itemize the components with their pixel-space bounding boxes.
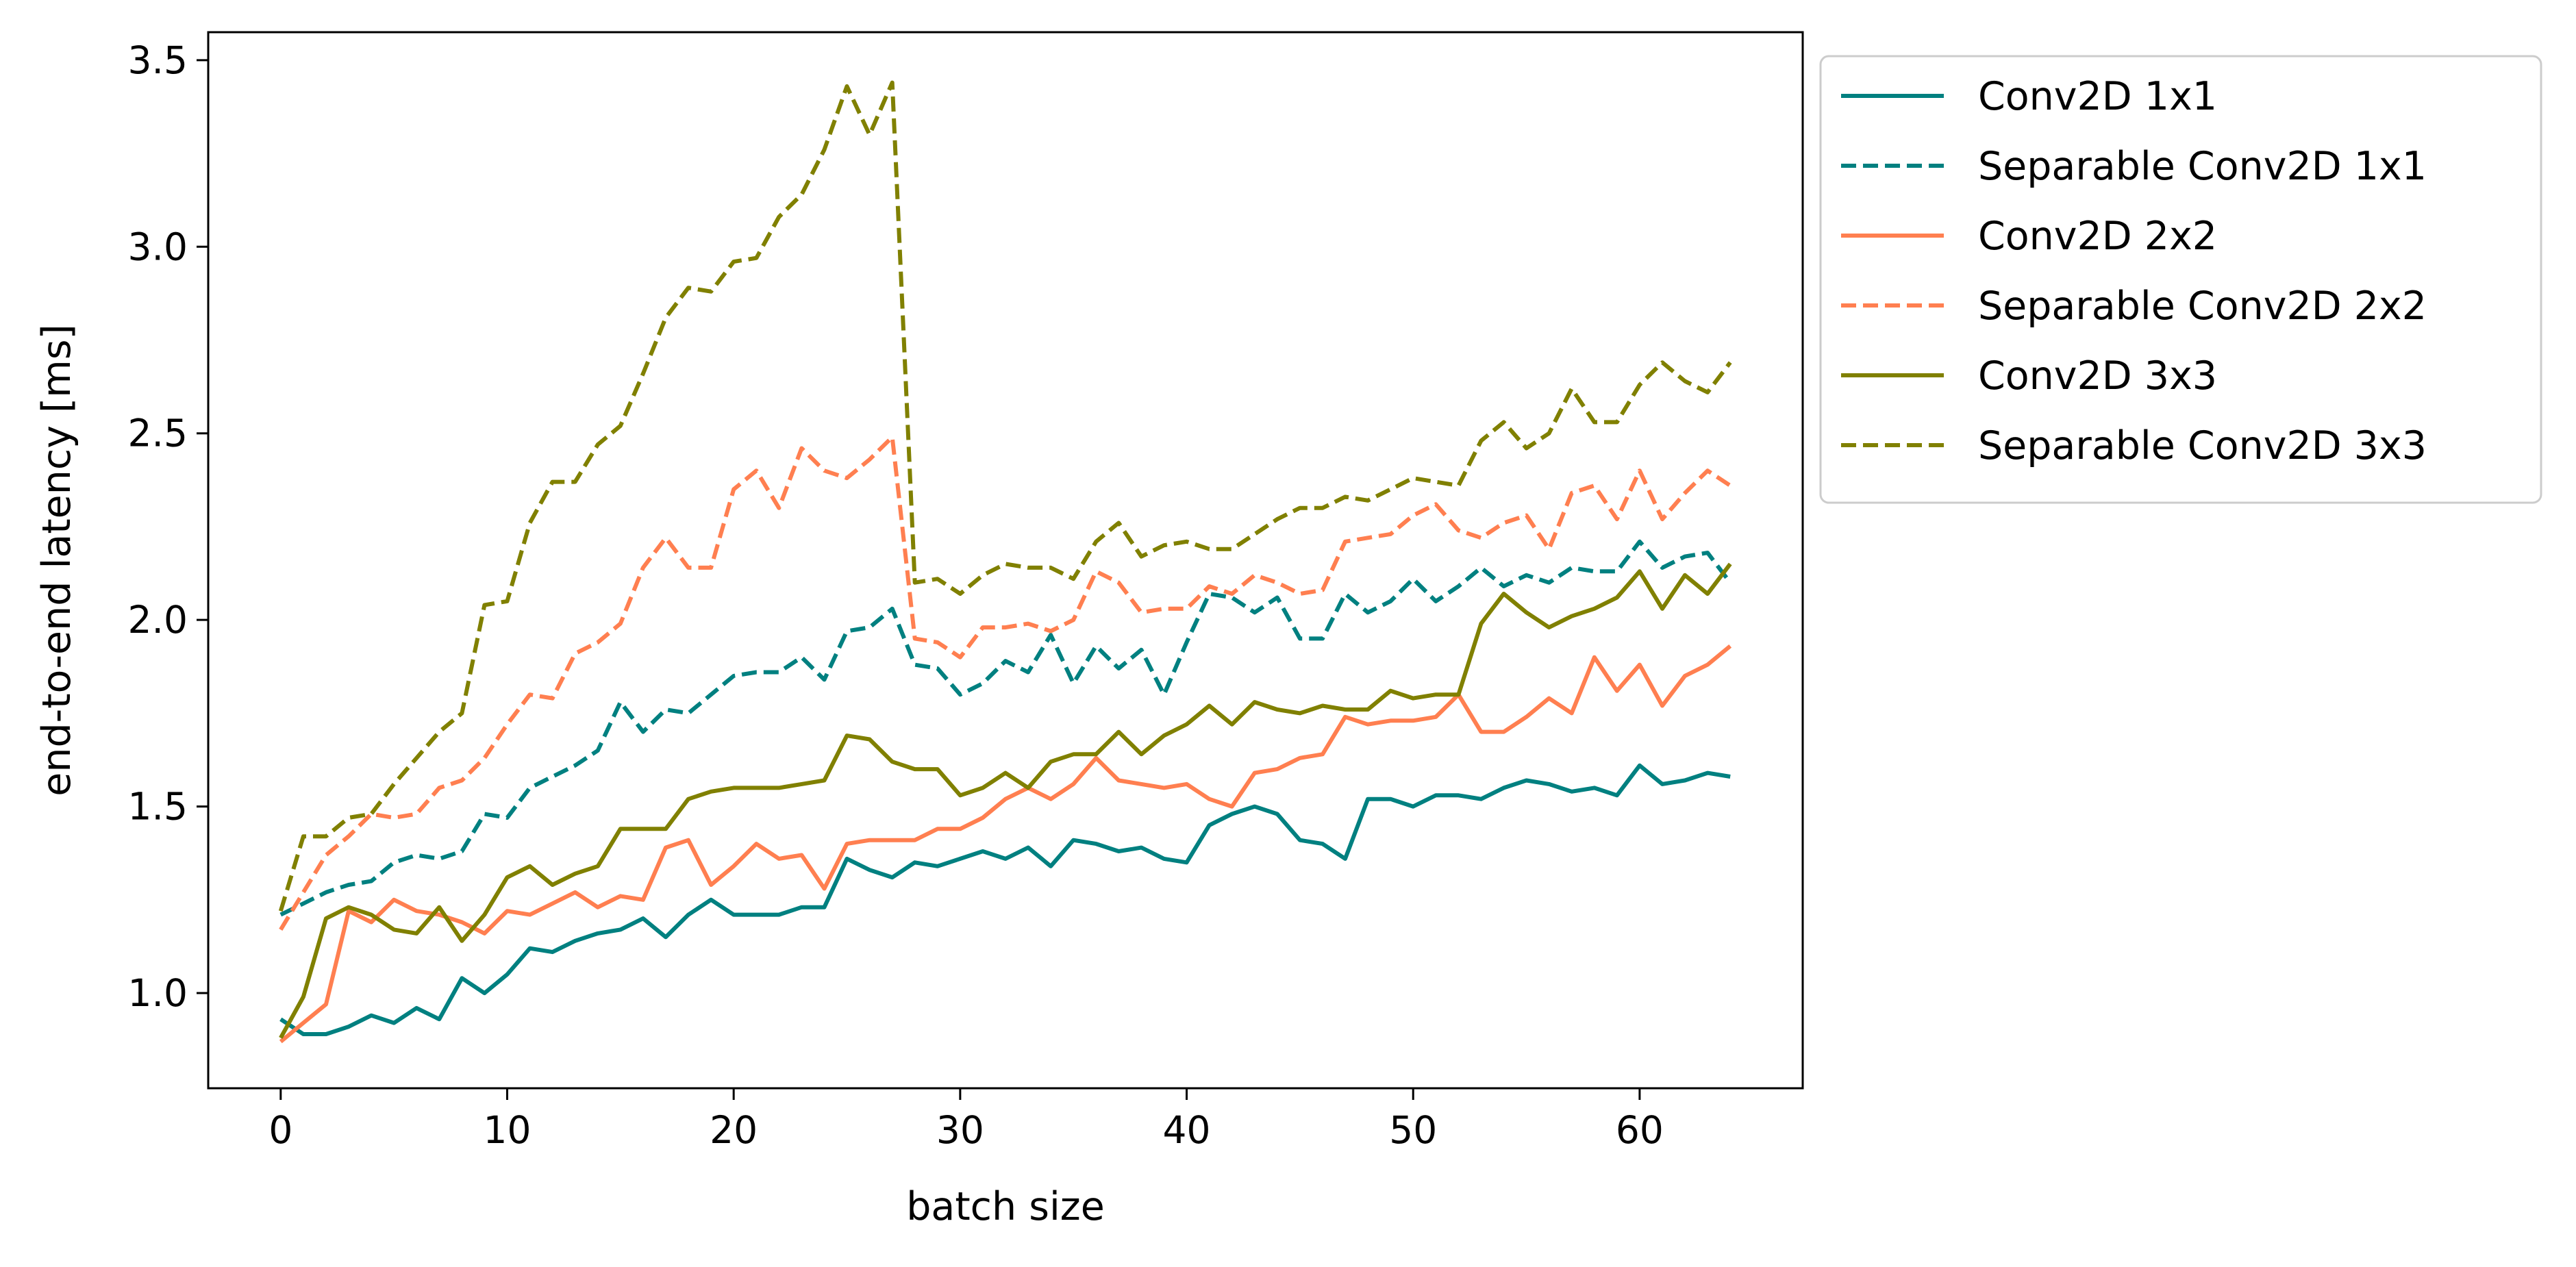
x-tick-label: 10	[484, 1108, 532, 1152]
y-axis-label: end-to-end latency [ms]	[34, 324, 79, 796]
legend-label: Separable Conv2D 2x2	[1978, 284, 2427, 329]
y-axis: 1.0 1.5 2.0 2.5 3.0 3.5	[128, 38, 208, 1015]
series-layer	[278, 80, 1732, 1044]
series-line-separable-conv2d-1x1	[279, 539, 1732, 917]
series-line-conv2d-2x2	[279, 644, 1732, 1044]
y-tick-label: 2.5	[128, 412, 188, 455]
x-tick-label: 30	[936, 1108, 984, 1152]
series-line-separable-conv2d-2x2	[279, 435, 1731, 931]
legend-frame	[1819, 55, 2542, 504]
legend-label: Separable Conv2D 1x1	[1978, 144, 2427, 189]
x-tick-label: 0	[268, 1108, 292, 1152]
x-tick-label: 50	[1389, 1108, 1437, 1152]
plot-frame	[207, 31, 1804, 1090]
legend-label: Conv2D 1x1	[1978, 74, 2217, 119]
legend: Conv2D 1x1 Separable Conv2D 1x1 Conv2D 2x2…	[1819, 55, 2542, 504]
x-tick-label: 20	[710, 1108, 758, 1152]
x-tick-label: 60	[1616, 1108, 1664, 1152]
y-tick-label: 1.5	[128, 785, 188, 829]
y-tick-label: 2.0	[128, 598, 188, 642]
x-axis-label: batch size	[906, 1184, 1105, 1229]
legend-label: Conv2D 2x2	[1978, 214, 2217, 259]
x-axis: 0 10 20 30 40 50 60	[268, 1088, 1664, 1152]
y-tick-label: 3.5	[128, 38, 188, 82]
x-tick-label: 40	[1163, 1108, 1211, 1152]
y-tick-label: 1.0	[128, 971, 188, 1015]
series-line-conv2d-1x1	[279, 763, 1731, 1036]
legend-label: Separable Conv2D 3x3	[1978, 423, 2427, 468]
series-line-conv2d-3x3	[279, 562, 1732, 1039]
y-tick-label: 3.0	[128, 225, 188, 268]
legend-items: Conv2D 1x1 Separable Conv2D 1x1 Conv2D 2x2…	[1841, 74, 2427, 468]
legend-label: Conv2D 3x3	[1978, 353, 2217, 399]
